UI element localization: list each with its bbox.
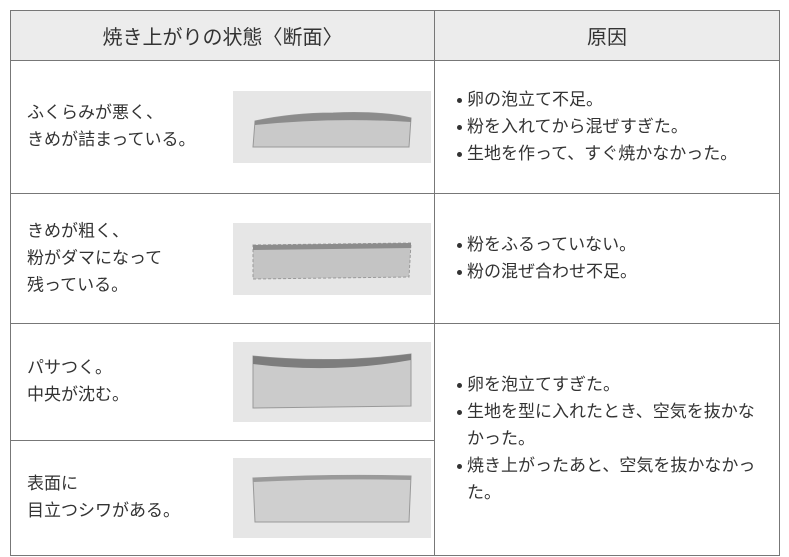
- cause: 粉の混ぜ合わせ不足。: [457, 259, 767, 286]
- state-text: きめが粗く、: [27, 221, 129, 241]
- cake-image: [233, 342, 431, 422]
- state-text: 表面に: [27, 474, 78, 494]
- header-cell: 原因: [434, 10, 780, 61]
- cause: 粉をふるっていない。: [457, 232, 767, 259]
- state-text: 粉がダマになって: [27, 248, 163, 268]
- cake-image: [233, 222, 431, 295]
- state-text: ふくらみが悪く、: [27, 103, 163, 123]
- cake-image: [233, 91, 431, 163]
- table: 焼き上がりの状態〈断面〉 原因 ふくらみが悪く、きめが詰まっている。 卵の泡立て不…: [10, 10, 780, 556]
- cause: 粉を入れてから混ぜすぎた。: [457, 114, 767, 141]
- cause-cell: 卵を泡立てすぎた。 生地を型に入れたとき、空気を抜かなかった。 焼き上がったあと、空…: [434, 323, 780, 556]
- cause: 生地を作って、すぐ焼かなかった。: [457, 141, 767, 168]
- state-text: 中央が沈む。: [27, 385, 129, 405]
- cause: 焼き上がったあと、空気を抜かなかった。: [457, 453, 767, 507]
- cause-cell: 粉をふるっていない。 粉の混ぜ合わせ不足。: [434, 193, 780, 324]
- state-text: 目立つシワがある。: [27, 501, 180, 521]
- state-cell: ふくらみが悪く、きめが詰まっている。: [10, 60, 435, 194]
- state-cell: きめが粗く、粉がダマになって 残っている。: [10, 193, 435, 324]
- state-text: 残っている。: [27, 275, 129, 295]
- cause: 卵の泡立て不足。: [457, 87, 767, 114]
- cause-cell: 卵の泡立て不足。 粉を入れてから混ぜすぎた。 生地を作って、すぐ焼かなかった。: [434, 60, 780, 194]
- state-cell: パサつく。中央が沈む。: [10, 323, 435, 441]
- cake-image: [233, 458, 431, 538]
- header-cell: 焼き上がりの状態〈断面〉: [10, 10, 435, 61]
- cause: 生地を型に入れたとき、空気を抜かなかった。: [457, 399, 767, 453]
- state-text: きめが詰まっている。: [27, 130, 196, 150]
- cause: 卵を泡立てすぎた。: [457, 372, 767, 399]
- state-cell: 表面に目立つシワがある。: [10, 440, 435, 556]
- state-text: パサつく。: [27, 358, 112, 378]
